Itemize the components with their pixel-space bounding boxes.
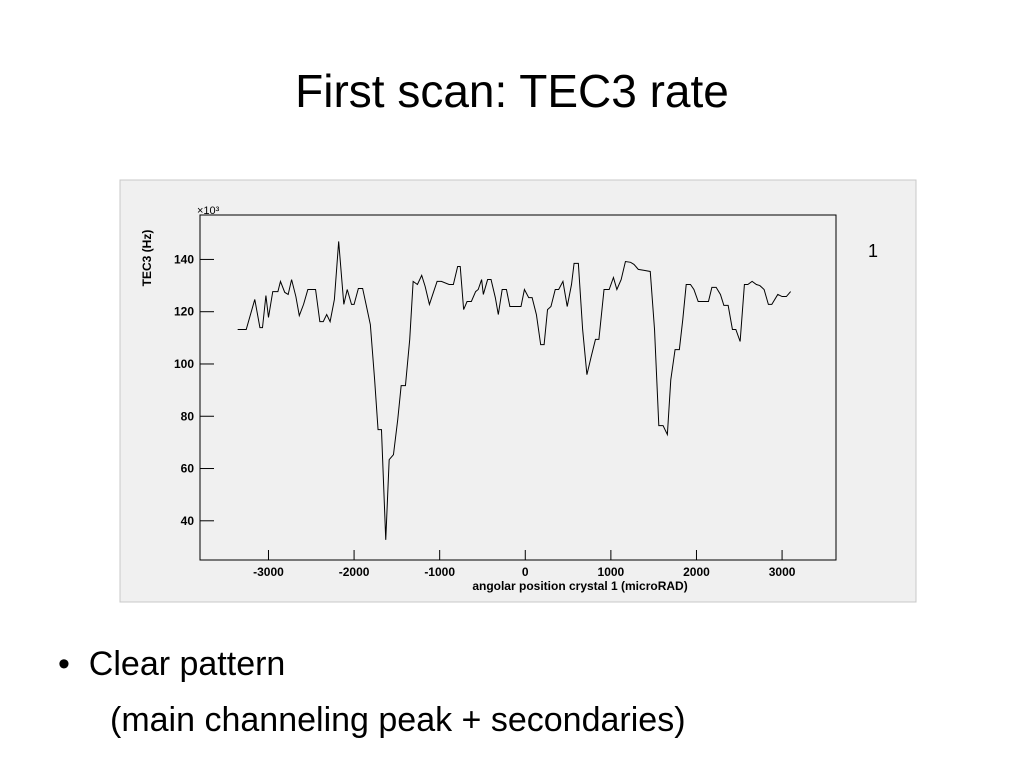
x-tick-label: -1000 xyxy=(424,565,455,579)
y-tick-label: 120 xyxy=(174,305,194,319)
x-tick-label: 0 xyxy=(522,565,529,579)
y-tick-label: 100 xyxy=(174,357,194,371)
y-tick-label: 60 xyxy=(181,462,195,476)
x-axis-label: angolar position crystal 1 (microRAD) xyxy=(472,579,687,593)
x-tick-label: -3000 xyxy=(253,565,284,579)
bullet-text: Clear pattern xyxy=(88,645,286,683)
slide-title: First scan: TEC3 rate xyxy=(295,65,729,117)
y-tick-label: 40 xyxy=(181,514,195,528)
y-tick-label: 80 xyxy=(181,409,195,423)
plot-area xyxy=(199,214,837,561)
annotation: 1 xyxy=(868,241,878,261)
data-line xyxy=(237,241,792,540)
bullet: • Clear pattern xyxy=(58,645,286,683)
x-tick-label: 2000 xyxy=(683,565,710,579)
bullet-continuation: (main channeling peak + secondaries) xyxy=(110,701,686,739)
y-tick-label: 140 xyxy=(174,252,194,266)
x-tick-label: 3000 xyxy=(769,565,796,579)
x-tick-label: -2000 xyxy=(339,565,370,579)
y-multiplier: ×10³ xyxy=(197,205,220,217)
x-tick-label: 1000 xyxy=(598,565,625,579)
y-axis-label: TEC3 (Hz) xyxy=(140,230,154,287)
bullet-list: • Clear pattern (main channeling peak + … xyxy=(58,636,686,748)
